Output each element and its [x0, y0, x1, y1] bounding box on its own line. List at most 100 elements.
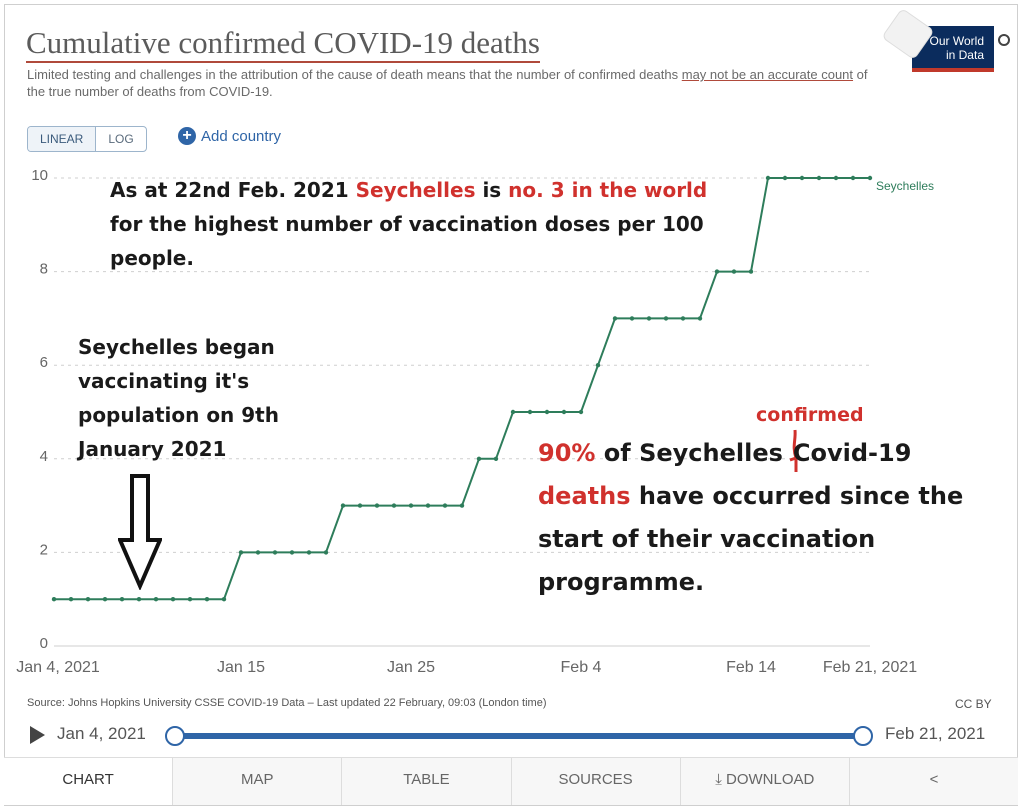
- annotation-ranking-red-2: no. 3 in the world: [508, 178, 708, 202]
- tab-download-label: DOWNLOAD: [726, 771, 815, 788]
- annotation-ranking: As at 22nd Feb. 2021 Seychelles is no. 3…: [110, 173, 720, 275]
- add-country-label: Add country: [201, 127, 282, 145]
- annotation-vaccination-start: Seychelles began vaccinating it's popula…: [78, 335, 279, 461]
- play-icon[interactable]: [30, 726, 45, 744]
- data-point: [170, 597, 176, 602]
- data-point: [561, 409, 567, 415]
- x-tick-label: Feb 14: [726, 659, 776, 676]
- data-point: [425, 503, 431, 508]
- data-point: [476, 456, 482, 461]
- tab-sources[interactable]: SOURCES: [512, 758, 681, 805]
- source-note: Source: Johns Hopkins University CSSE CO…: [27, 697, 547, 709]
- x-tick-label: Jan 25: [387, 659, 435, 676]
- y-tick-label: 0: [40, 635, 48, 652]
- down-arrow-icon: [118, 474, 162, 590]
- y-tick-label: 8: [40, 261, 48, 278]
- add-country-button[interactable]: + Add country: [178, 127, 281, 145]
- chart-frame: [4, 4, 1018, 806]
- log-scale-button[interactable]: LOG: [108, 132, 134, 146]
- subtitle-underlined: may not be an accurate count: [681, 67, 854, 82]
- data-point: [765, 175, 771, 181]
- timeline-start-handle[interactable]: [165, 726, 185, 746]
- timeline-end-handle[interactable]: [853, 726, 873, 746]
- data-point: [867, 175, 873, 181]
- annotation-deaths-red-2: deaths: [538, 482, 631, 510]
- data-point: [731, 269, 737, 274]
- data-point: [289, 550, 295, 555]
- data-point: [782, 175, 788, 181]
- timeline-track[interactable]: [174, 733, 864, 739]
- data-point: [527, 409, 533, 415]
- data-point: [221, 597, 227, 602]
- data-point: [595, 363, 601, 368]
- data-point: [272, 550, 278, 555]
- y-tick-label: 2: [40, 541, 48, 558]
- data-point: [748, 269, 754, 274]
- data-point: [136, 597, 142, 602]
- ring-icon: [998, 34, 1010, 46]
- data-point: [442, 503, 448, 508]
- data-point: [850, 175, 856, 181]
- tab-table[interactable]: TABLE: [342, 758, 512, 805]
- data-point: [510, 409, 516, 415]
- data-point: [646, 316, 652, 321]
- caret-insert-mark: [789, 429, 798, 472]
- annotation-deaths-text-2: Covid-19: [792, 439, 912, 467]
- y-tick-label: 6: [40, 354, 48, 371]
- timeline-end-label: Feb 21, 2021: [885, 724, 986, 743]
- x-tick-label: Feb 21, 2021: [823, 659, 917, 676]
- data-point: [697, 316, 703, 321]
- share-icon: <: [929, 771, 939, 788]
- data-point: [714, 269, 720, 274]
- data-point: [544, 409, 550, 415]
- data-point: [340, 503, 346, 508]
- data-point: [119, 597, 125, 602]
- annotation-deaths-text-1: of Seychelles: [595, 439, 783, 467]
- data-point: [612, 316, 618, 321]
- subtitle-text-2: of the true number of deaths from COVID-…: [27, 67, 868, 99]
- series-label: Seychelles: [876, 179, 934, 193]
- timeline-start-label: Jan 4, 2021: [57, 724, 146, 743]
- tab-map[interactable]: MAP: [173, 758, 343, 805]
- data-point: [374, 503, 380, 508]
- data-point: [306, 550, 312, 555]
- x-tick-label: Feb 4: [561, 659, 602, 676]
- tab-chart[interactable]: CHART: [4, 758, 174, 805]
- logo-line-2: in Data: [945, 48, 984, 62]
- annotation-ranking-text-3: for the highest number of vaccination do…: [110, 212, 704, 270]
- license-label[interactable]: CC BY: [955, 697, 992, 711]
- annotation-ranking-text-2: is: [475, 178, 509, 202]
- tab-bar: CHART MAP TABLE SOURCES ⤓ DOWNLOAD <: [4, 757, 1018, 805]
- chart-title: Cumulative confirmed COVID-19 deaths: [26, 26, 540, 63]
- data-point: [85, 597, 91, 602]
- data-point: [323, 550, 329, 555]
- data-point: [255, 550, 261, 555]
- chart-subtitle: Limited testing and challenges in the at…: [27, 66, 877, 100]
- data-point: [391, 503, 397, 508]
- tab-share[interactable]: <: [850, 758, 1018, 805]
- y-tick-label: 10: [31, 167, 48, 184]
- annotation-deaths-red-1: 90%: [538, 439, 596, 467]
- data-point: [187, 597, 193, 602]
- data-point: [629, 316, 635, 321]
- annotation-inserted-word: confirmed: [756, 404, 864, 426]
- linear-scale-button[interactable]: LINEAR: [28, 127, 97, 151]
- data-point: [493, 456, 499, 461]
- y-tick-label: 4: [40, 448, 48, 465]
- data-point: [51, 597, 57, 602]
- tab-download[interactable]: ⤓ DOWNLOAD: [681, 758, 850, 805]
- logo-line-1: Our World: [929, 34, 984, 48]
- data-point: [102, 597, 108, 602]
- data-point: [459, 503, 465, 508]
- data-point: [663, 316, 669, 321]
- plus-circle-icon: +: [178, 127, 196, 145]
- data-point: [68, 597, 74, 602]
- x-tick-label: Jan 4, 2021: [16, 659, 100, 676]
- data-point: [578, 409, 584, 415]
- subtitle-text-1: Limited testing and challenges in the at…: [27, 67, 682, 82]
- data-point: [680, 316, 686, 321]
- download-icon: ⤓: [715, 771, 726, 788]
- annotation-deaths-share: 90% of Seychelles Covid-19 deaths have oc…: [538, 432, 1008, 604]
- scale-toggle: LINEAR LOG: [27, 126, 147, 152]
